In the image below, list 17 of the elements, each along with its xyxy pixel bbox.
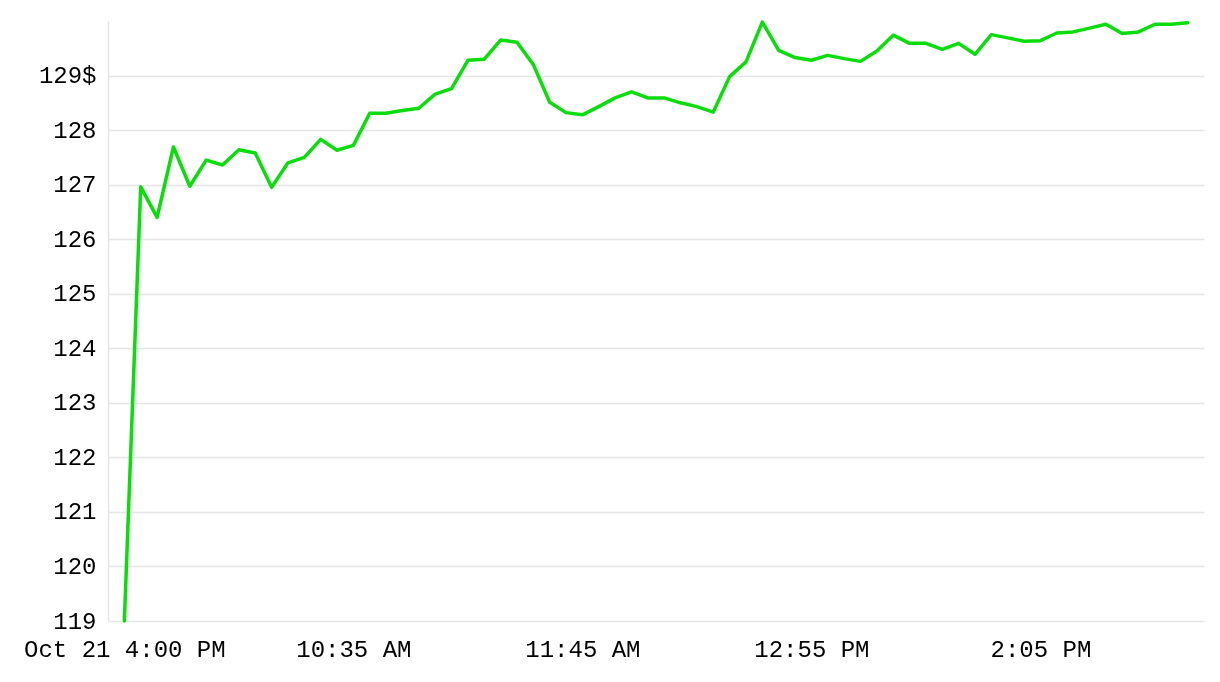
x-tick-label: 10:35 AM [296,636,412,664]
x-tick-label: 11:45 AM [525,636,641,664]
y-tick-label: 126 [53,226,97,254]
y-tick-label: 128 [53,117,97,145]
x-tick-label: Oct 21 4:00 PM [24,636,226,664]
y-tick-label: 122 [53,444,97,472]
x-tick-label: 12:55 PM [754,636,870,664]
y-tick-label: 121 [53,499,97,527]
y-tick-label: 119 [53,608,97,636]
x-tick-label: 2:05 PM [990,636,1092,664]
y-tick-label: 125 [53,281,97,309]
y-tick-label: 123 [53,390,97,418]
y-tick-label: 120 [53,553,97,581]
y-tick-label: 129$ [38,63,97,91]
line-series [122,20,1190,623]
y-tick-label: 127 [53,172,97,200]
y-tick-label: 124 [53,335,97,363]
